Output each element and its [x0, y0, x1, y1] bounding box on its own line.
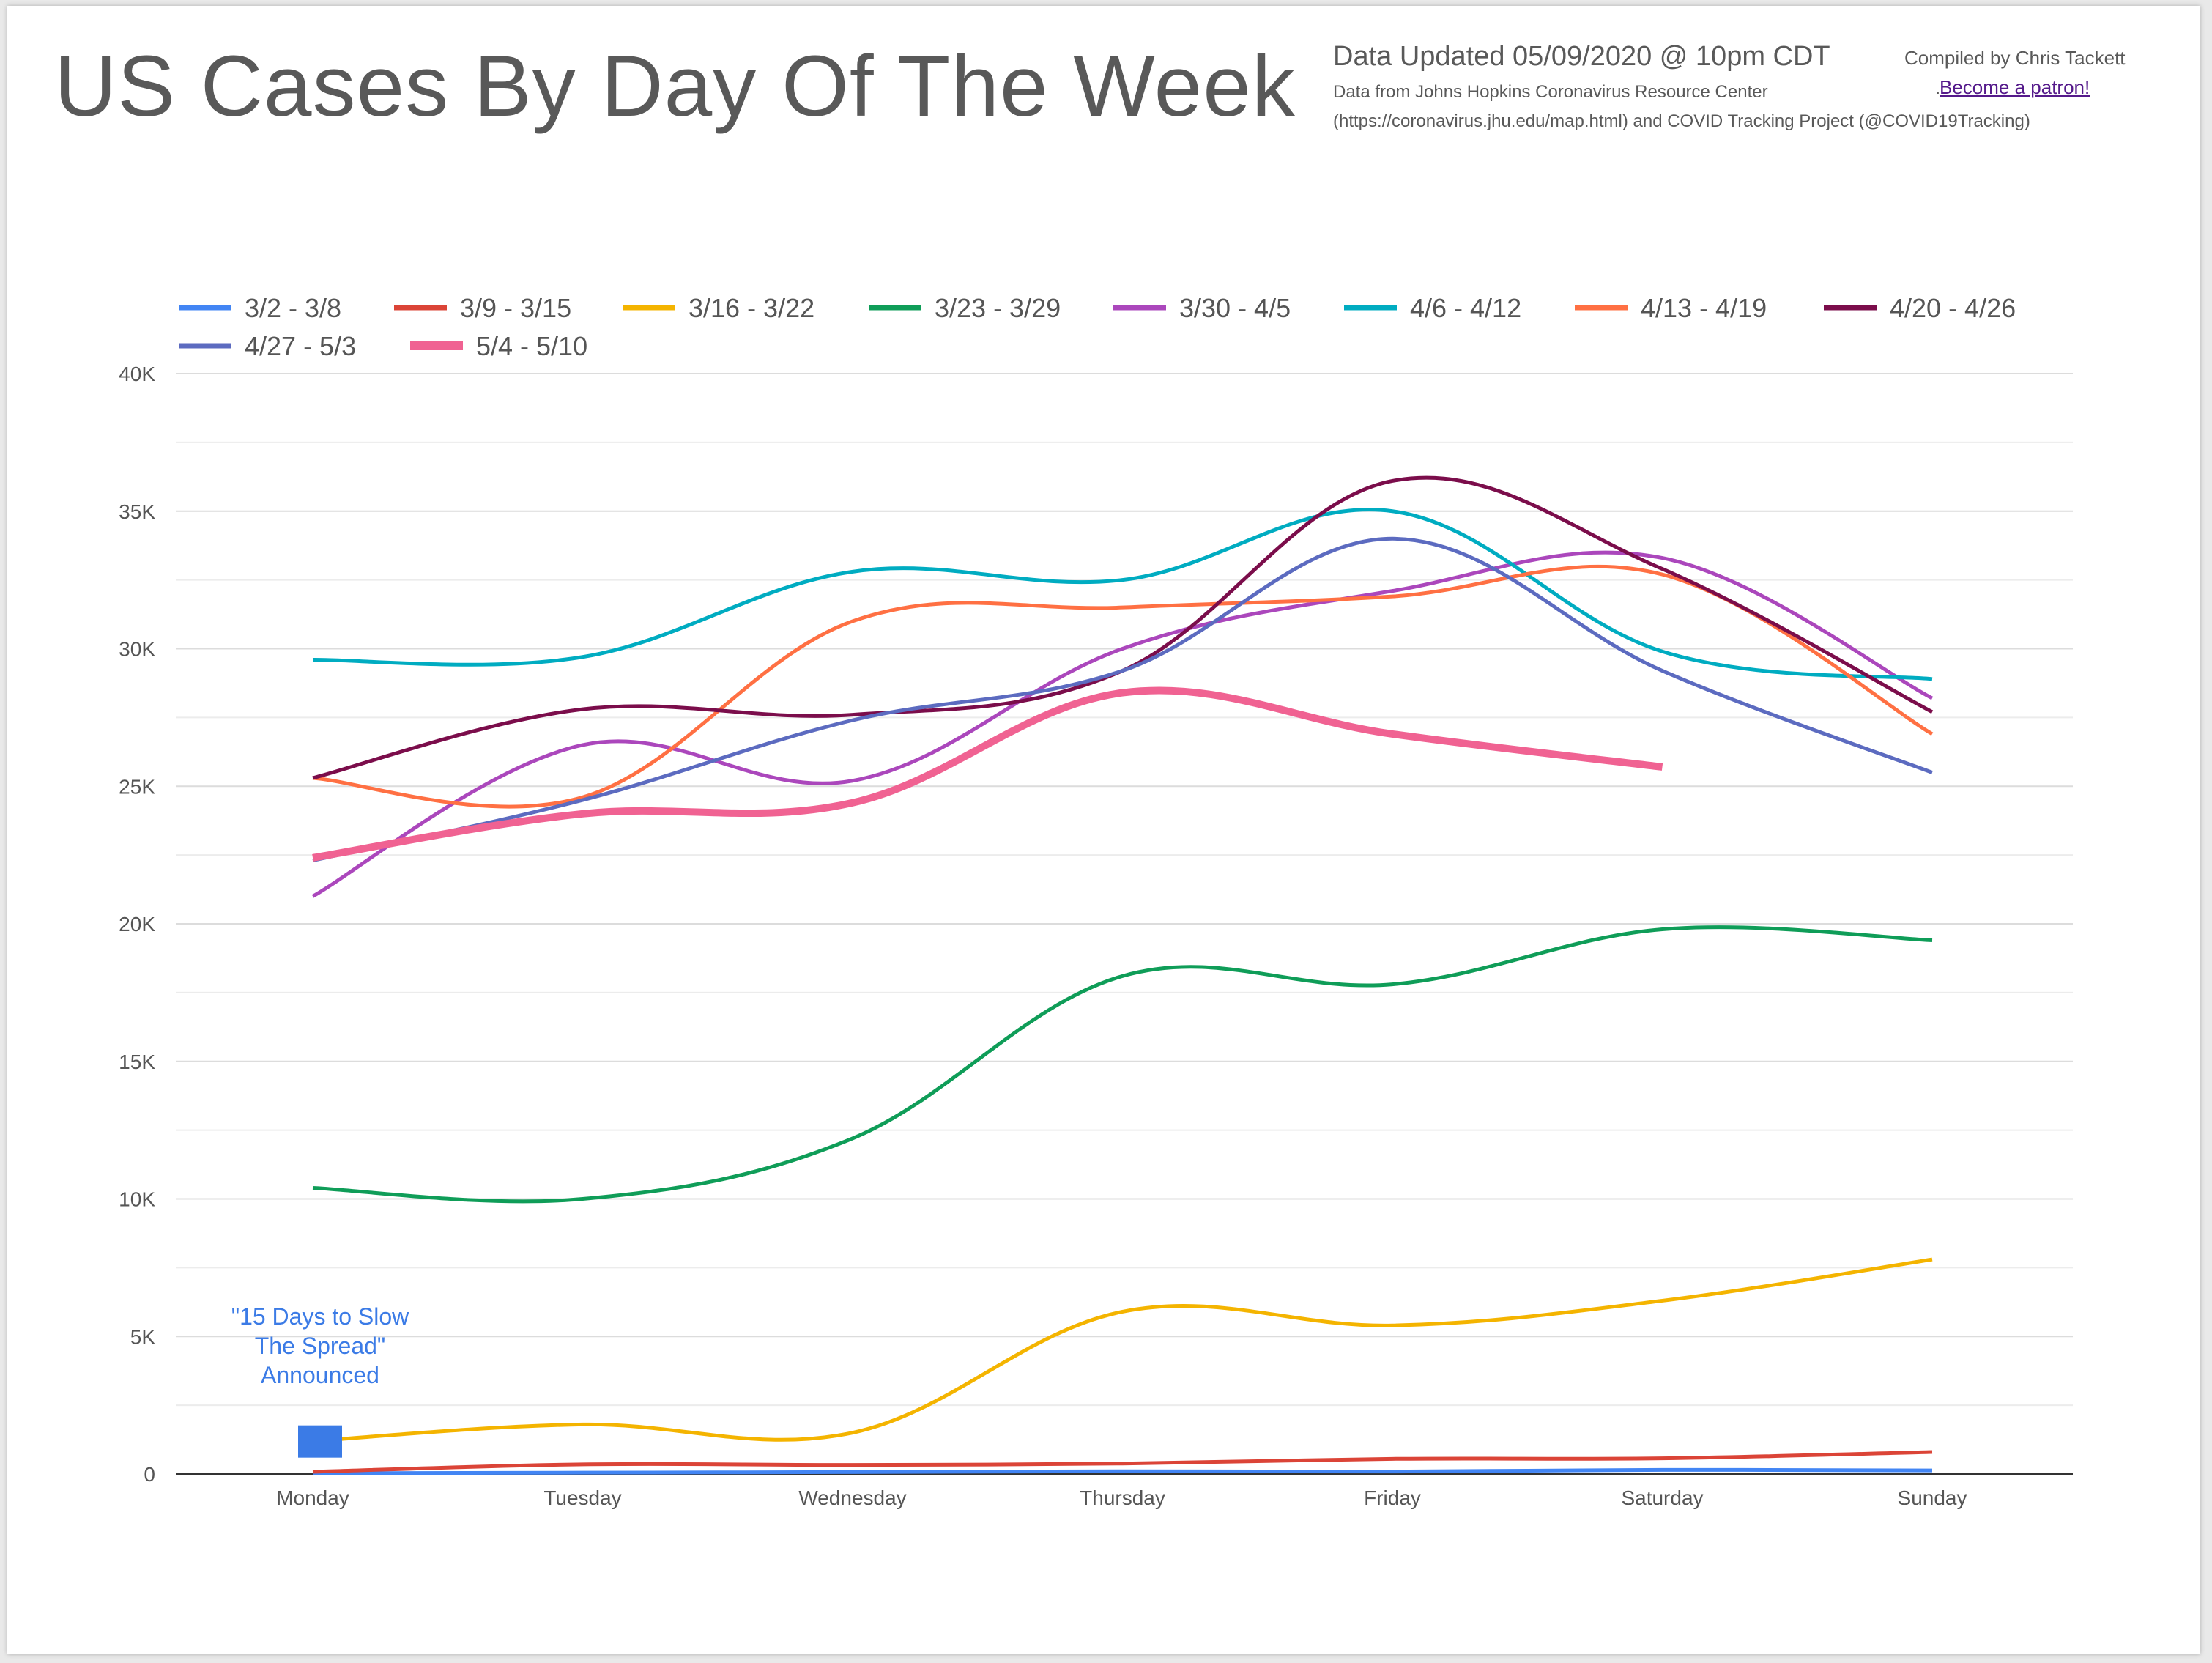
series-line — [312, 536, 1933, 863]
annotation-marker — [298, 1425, 342, 1458]
page — [7, 6, 2200, 1654]
legend-label: 3/16 - 3/22 — [689, 293, 814, 323]
compiled-by-text: Compiled by Chris Tackett — [1904, 47, 2126, 69]
annotation-label: The Spread" — [255, 1333, 386, 1359]
legend-label: 3/30 - 4/5 — [1179, 293, 1291, 323]
x-tick-label: Sunday — [1898, 1486, 1967, 1509]
y-tick-label: 15K — [119, 1051, 155, 1073]
y-tick-label: 20K — [119, 913, 155, 936]
x-tick-label: Monday — [276, 1486, 349, 1509]
series-line — [312, 686, 1663, 862]
series-line — [312, 508, 1933, 681]
chart-legend: 3/2 - 3/8 3/9 - 3/15 3/16 - 3/22 3/23 - 3/2… — [179, 293, 2016, 361]
data-source-line-2: (https://coronavirus.jhu.edu/map.html) a… — [1333, 111, 2030, 131]
y-tick-label: 30K — [119, 638, 155, 661]
legend-label: 5/4 - 5/10 — [476, 331, 587, 361]
y-tick-label: 5K — [130, 1325, 156, 1348]
x-tick-label: Friday — [1364, 1486, 1421, 1509]
data-source-line-1: Data from Johns Hopkins Coronavirus Reso… — [1333, 82, 1768, 102]
series-line — [312, 1450, 1933, 1474]
legend-label: 3/9 - 3/15 — [460, 293, 571, 323]
legend-label: 3/23 - 3/29 — [935, 293, 1061, 323]
chart-series — [311, 475, 1934, 1475]
chart-annotation: "15 Days to Slow The Spread" Announced — [231, 1303, 409, 1458]
legend-label: 4/13 - 4/19 — [1641, 293, 1767, 323]
series-line — [311, 550, 1934, 898]
legend-label: 4/20 - 4/26 — [1890, 293, 2016, 323]
page-title: US Cases By Day Of The Week — [54, 38, 1296, 135]
y-tick-label: 35K — [119, 500, 155, 523]
become-patron-link[interactable]: Become a patron! — [1940, 76, 2090, 98]
series-line — [312, 564, 1934, 809]
legend-label: 4/27 - 5/3 — [245, 331, 356, 361]
x-tick-label: Tuesday — [543, 1486, 621, 1509]
x-axis-ticks: Monday Tuesday Wednesday Thursday Friday Satu… — [276, 1486, 1967, 1509]
series-line — [312, 925, 1933, 1204]
y-axis-ticks: 0 5K 10K 15K 20K 25K 30K 35K 40K — [119, 363, 155, 1486]
legend-label: 3/2 - 3/8 — [245, 293, 341, 323]
annotation-label: "15 Days to Slow — [231, 1303, 409, 1330]
series-line — [312, 1257, 1933, 1443]
legend-label: 4/6 - 4/12 — [1410, 293, 1521, 323]
y-tick-label: 40K — [119, 363, 155, 385]
series-line — [312, 475, 1934, 780]
data-updated-text: Data Updated 05/09/2020 @ 10pm CDT — [1333, 41, 1830, 72]
chart-grid — [176, 373, 2073, 1475]
y-tick-label: 10K — [119, 1188, 155, 1211]
y-tick-label: 25K — [119, 775, 155, 798]
annotation-label: Announced — [261, 1362, 379, 1388]
x-tick-label: Thursday — [1080, 1486, 1165, 1509]
series-line — [312, 1467, 1933, 1475]
x-tick-label: Saturday — [1621, 1486, 1703, 1509]
x-tick-label: Wednesday — [798, 1486, 906, 1509]
y-tick-label: 0 — [144, 1463, 155, 1486]
patron-prefix: . — [1935, 76, 1941, 98]
